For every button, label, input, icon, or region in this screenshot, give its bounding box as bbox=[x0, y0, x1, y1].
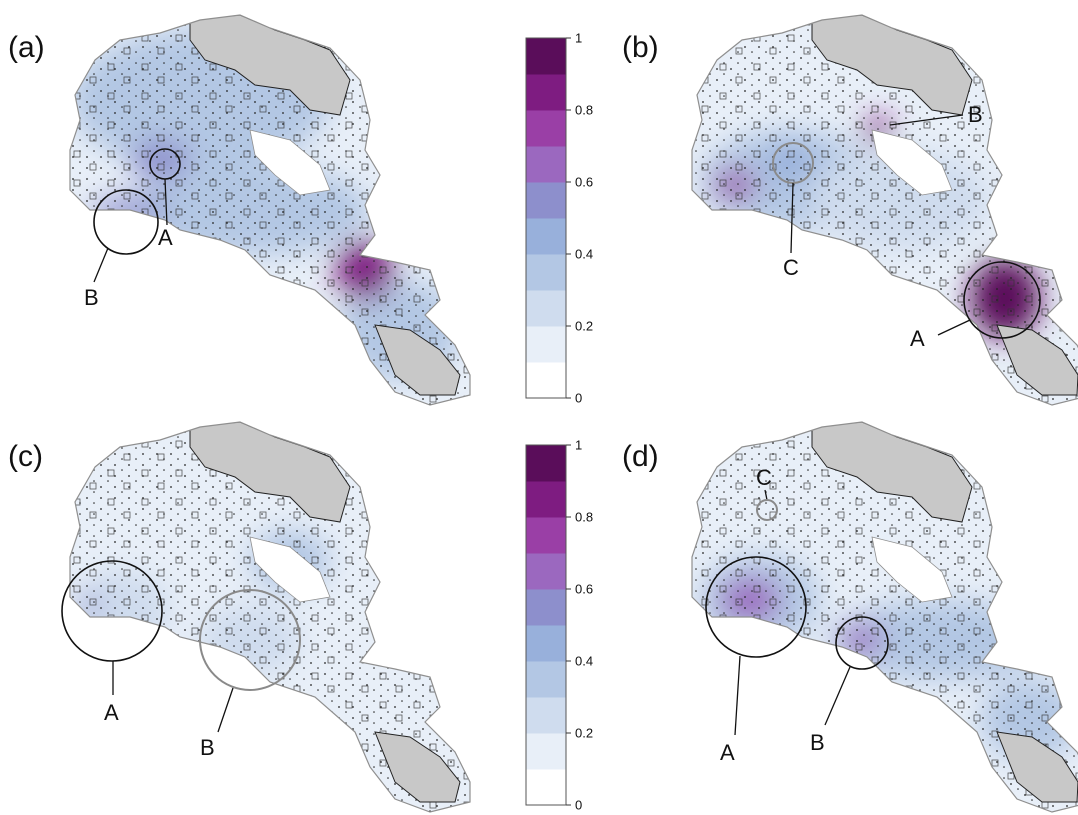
colorbar-tick-label: 0 bbox=[575, 391, 582, 406]
colorbar-band bbox=[526, 38, 566, 75]
colorbar-band bbox=[526, 110, 566, 147]
panel-label: (c) bbox=[8, 440, 43, 473]
panel-label: (a) bbox=[8, 31, 45, 64]
colorbar-tick-label: 0.8 bbox=[575, 103, 593, 118]
callout-circle-b bbox=[835, 616, 889, 670]
colorbar-tick-label: 1 bbox=[575, 31, 582, 46]
callout-circle-a bbox=[705, 556, 807, 658]
callout-label-a: A bbox=[720, 740, 735, 765]
lake-sevan bbox=[871, 129, 953, 196]
colorbar-tick-label: 1 bbox=[575, 438, 582, 453]
colorbar-band bbox=[526, 290, 566, 327]
panel-b: (b) B C A bbox=[622, 14, 1078, 406]
colorbar-band bbox=[526, 481, 566, 518]
colorbar-band bbox=[526, 218, 566, 255]
colorbar-band bbox=[526, 182, 566, 219]
callout-label-c: C bbox=[756, 465, 772, 490]
colorbar-band bbox=[526, 733, 566, 770]
callout-leader bbox=[734, 655, 741, 736]
callout-leader bbox=[937, 319, 971, 336]
colorbar-band bbox=[526, 74, 566, 111]
callout-label-a: A bbox=[104, 700, 119, 725]
callout-circle-a bbox=[963, 261, 1041, 339]
colorbar-top: 1 0.8 0.6 0.4 0.2 0 bbox=[525, 31, 593, 406]
callout-leader bbox=[93, 247, 109, 283]
colorbar-band bbox=[526, 769, 566, 806]
callout-label-a: A bbox=[910, 326, 925, 351]
colorbar-band bbox=[526, 146, 566, 183]
callout-circle-c bbox=[756, 499, 778, 521]
panel-label: (b) bbox=[622, 31, 659, 64]
colorbar-band bbox=[526, 254, 566, 291]
forest-area bbox=[374, 324, 461, 396]
colorbar-frame bbox=[525, 444, 567, 806]
callout-circle-a bbox=[61, 560, 163, 662]
callout-leader bbox=[764, 489, 768, 501]
colorbar-tick-label: 0.2 bbox=[575, 319, 593, 334]
colorbar-tick-label: 0.4 bbox=[575, 247, 593, 262]
colorbar-tick-label: 0.8 bbox=[575, 510, 593, 525]
colorbar-tick-label: 0 bbox=[575, 798, 582, 813]
colorbar-tick-label: 0.6 bbox=[575, 175, 593, 190]
colorbar-band bbox=[526, 326, 566, 363]
map-c bbox=[70, 422, 470, 812]
callout-label-b: B bbox=[810, 730, 825, 755]
panel-label: (d) bbox=[622, 440, 659, 473]
callout-label-a: A bbox=[158, 225, 173, 250]
panel-d: (d) C A B bbox=[622, 421, 1078, 813]
colorbar-tick-label: 0.6 bbox=[575, 582, 593, 597]
colorbar-frame bbox=[525, 37, 567, 399]
colorbar-band bbox=[526, 697, 566, 734]
colorbar-band bbox=[526, 445, 566, 482]
lake-sevan bbox=[249, 129, 331, 196]
callout-leader bbox=[790, 182, 794, 254]
lake-sevan bbox=[871, 536, 953, 603]
callout-circle-b bbox=[199, 589, 301, 691]
colorbar-tick-label: 0.2 bbox=[575, 726, 593, 741]
colorbar-band bbox=[526, 661, 566, 698]
map-d bbox=[692, 422, 1078, 812]
callout-label-b: B bbox=[84, 285, 99, 310]
lake-sevan bbox=[249, 536, 331, 603]
callout-circle-b bbox=[93, 189, 159, 255]
colorbar-band bbox=[526, 625, 566, 662]
colorbar-band bbox=[526, 517, 566, 554]
callout-leader bbox=[164, 178, 168, 226]
callout-label-c: C bbox=[783, 255, 799, 280]
callout-leader bbox=[217, 687, 234, 733]
colorbar-band bbox=[526, 362, 566, 399]
panel-a: (a) A B bbox=[8, 14, 471, 406]
colorbar-bottom: 1 0.8 0.6 0.4 0.2 0 bbox=[525, 438, 593, 813]
forest-area bbox=[374, 731, 461, 803]
colorbar-tick-label: 0.4 bbox=[575, 654, 593, 669]
callout-leader bbox=[889, 114, 964, 126]
colorbar-band bbox=[526, 589, 566, 626]
callout-label-b: B bbox=[968, 102, 983, 127]
callout-label-b: B bbox=[200, 735, 215, 760]
panel-c: (c) A B bbox=[8, 421, 471, 813]
colorbar-band bbox=[526, 553, 566, 590]
callout-leader bbox=[824, 666, 851, 726]
